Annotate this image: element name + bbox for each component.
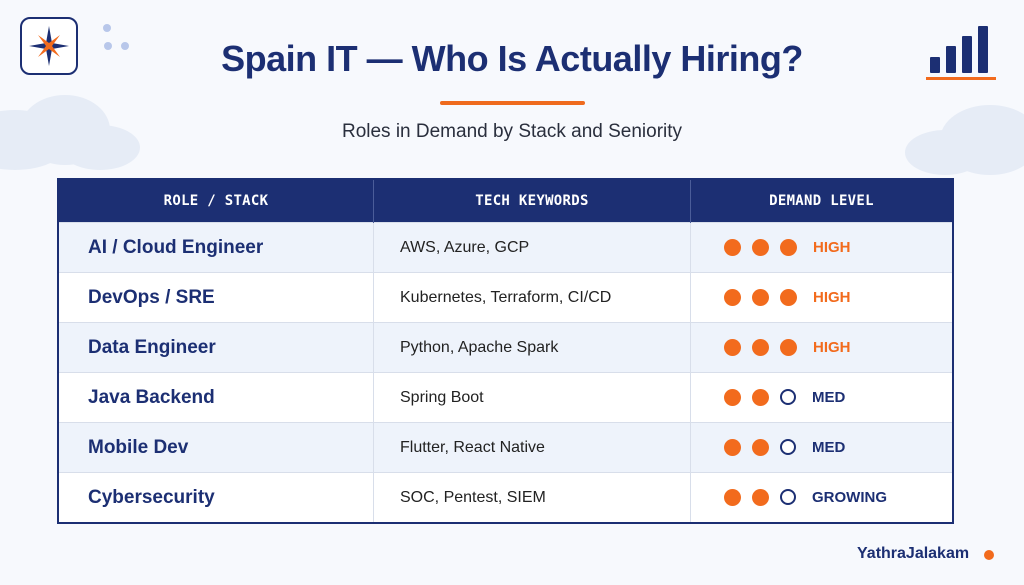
brand-dot — [984, 550, 994, 560]
keywords-cell: AWS, Azure, GCP — [373, 222, 691, 273]
demand-cell: HIGH — [690, 322, 953, 373]
page-title: Spain IT — Who Is Actually Hiring? — [221, 38, 803, 79]
demand-dot-filled — [724, 238, 741, 256]
table-row: AI / Cloud Engineer AWS, Azure, GCP HIGH — [58, 222, 953, 273]
demand-dots — [724, 338, 808, 356]
demand-dot-filled — [752, 338, 769, 356]
compass-star-icon — [20, 17, 78, 75]
keywords-cell: Python, Apache Spark — [373, 322, 691, 373]
demand-dots — [724, 288, 808, 306]
demand-dot-filled — [752, 488, 769, 506]
role-cell: AI / Cloud Engineer — [58, 222, 374, 273]
demand-level-label: HIGH — [813, 238, 851, 256]
column-header-role: ROLE / STACK — [58, 179, 374, 223]
demand-dot-filled — [780, 238, 797, 256]
brand-name: YathraJalakam — [857, 545, 970, 562]
demand-table: ROLE / STACK TECH KEYWORDS DEMAND LEVEL … — [57, 178, 954, 524]
demand-dot-filled — [752, 388, 769, 406]
demand-level-label: MED — [812, 388, 846, 406]
demand-cell: MED — [690, 372, 953, 423]
demand-dots — [724, 388, 807, 406]
demand-cell: HIGH — [690, 222, 953, 273]
column-header-keywords: TECH KEYWORDS — [373, 179, 691, 223]
demand-cell: HIGH — [690, 272, 953, 323]
bar-chart-icon — [926, 26, 996, 80]
table-row: Cybersecurity SOC, Pentest, SIEM GROWING — [58, 472, 953, 523]
table-header-row: ROLE / STACK TECH KEYWORDS DEMAND LEVEL — [58, 179, 953, 223]
demand-dot-filled — [752, 438, 769, 456]
keywords-cell: SOC, Pentest, SIEM — [373, 472, 691, 523]
demand-level-label: GROWING — [812, 488, 887, 506]
demand-dot-filled — [724, 338, 741, 356]
page-subtitle: Roles in Demand by Stack and Seniority — [341, 121, 683, 142]
demand-cell: GROWING — [690, 472, 953, 523]
table-row: Mobile Dev Flutter, React Native MED — [58, 422, 953, 473]
demand-dot-empty — [780, 389, 796, 406]
demand-dots — [724, 488, 807, 506]
role-cell: Cybersecurity — [58, 472, 374, 523]
demand-level-label: HIGH — [813, 288, 851, 306]
keywords-cell: Flutter, React Native — [373, 422, 691, 473]
demand-dot-filled — [724, 438, 741, 456]
table-row: DevOps / SRE Kubernetes, Terraform, CI/CD… — [58, 272, 953, 323]
demand-dot-empty — [780, 489, 796, 506]
demand-dot-filled — [780, 338, 797, 356]
keywords-cell: Kubernetes, Terraform, CI/CD — [373, 272, 691, 323]
title-underline — [440, 101, 585, 105]
role-cell: Mobile Dev — [58, 422, 374, 473]
role-cell: Java Backend — [58, 372, 374, 423]
demand-dot-filled — [780, 288, 797, 306]
table-row: Data Engineer Python, Apache Spark HIGH — [58, 322, 953, 373]
demand-level-label: HIGH — [813, 338, 851, 356]
demand-dot-filled — [724, 488, 741, 506]
demand-cell: MED — [690, 422, 953, 473]
role-cell: DevOps / SRE — [58, 272, 374, 323]
demand-dots — [724, 438, 807, 456]
demand-dot-filled — [724, 388, 741, 406]
demand-dots — [724, 238, 808, 256]
demand-dot-filled — [752, 288, 769, 306]
demand-dot-filled — [724, 288, 741, 306]
role-cell: Data Engineer — [58, 322, 374, 373]
keywords-cell: Spring Boot — [373, 372, 691, 423]
column-header-demand: DEMAND LEVEL — [690, 179, 953, 223]
demand-dot-filled — [752, 238, 769, 256]
table-row: Java Backend Spring Boot MED — [58, 372, 953, 423]
demand-dot-empty — [780, 439, 796, 456]
demand-level-label: MED — [812, 438, 846, 456]
